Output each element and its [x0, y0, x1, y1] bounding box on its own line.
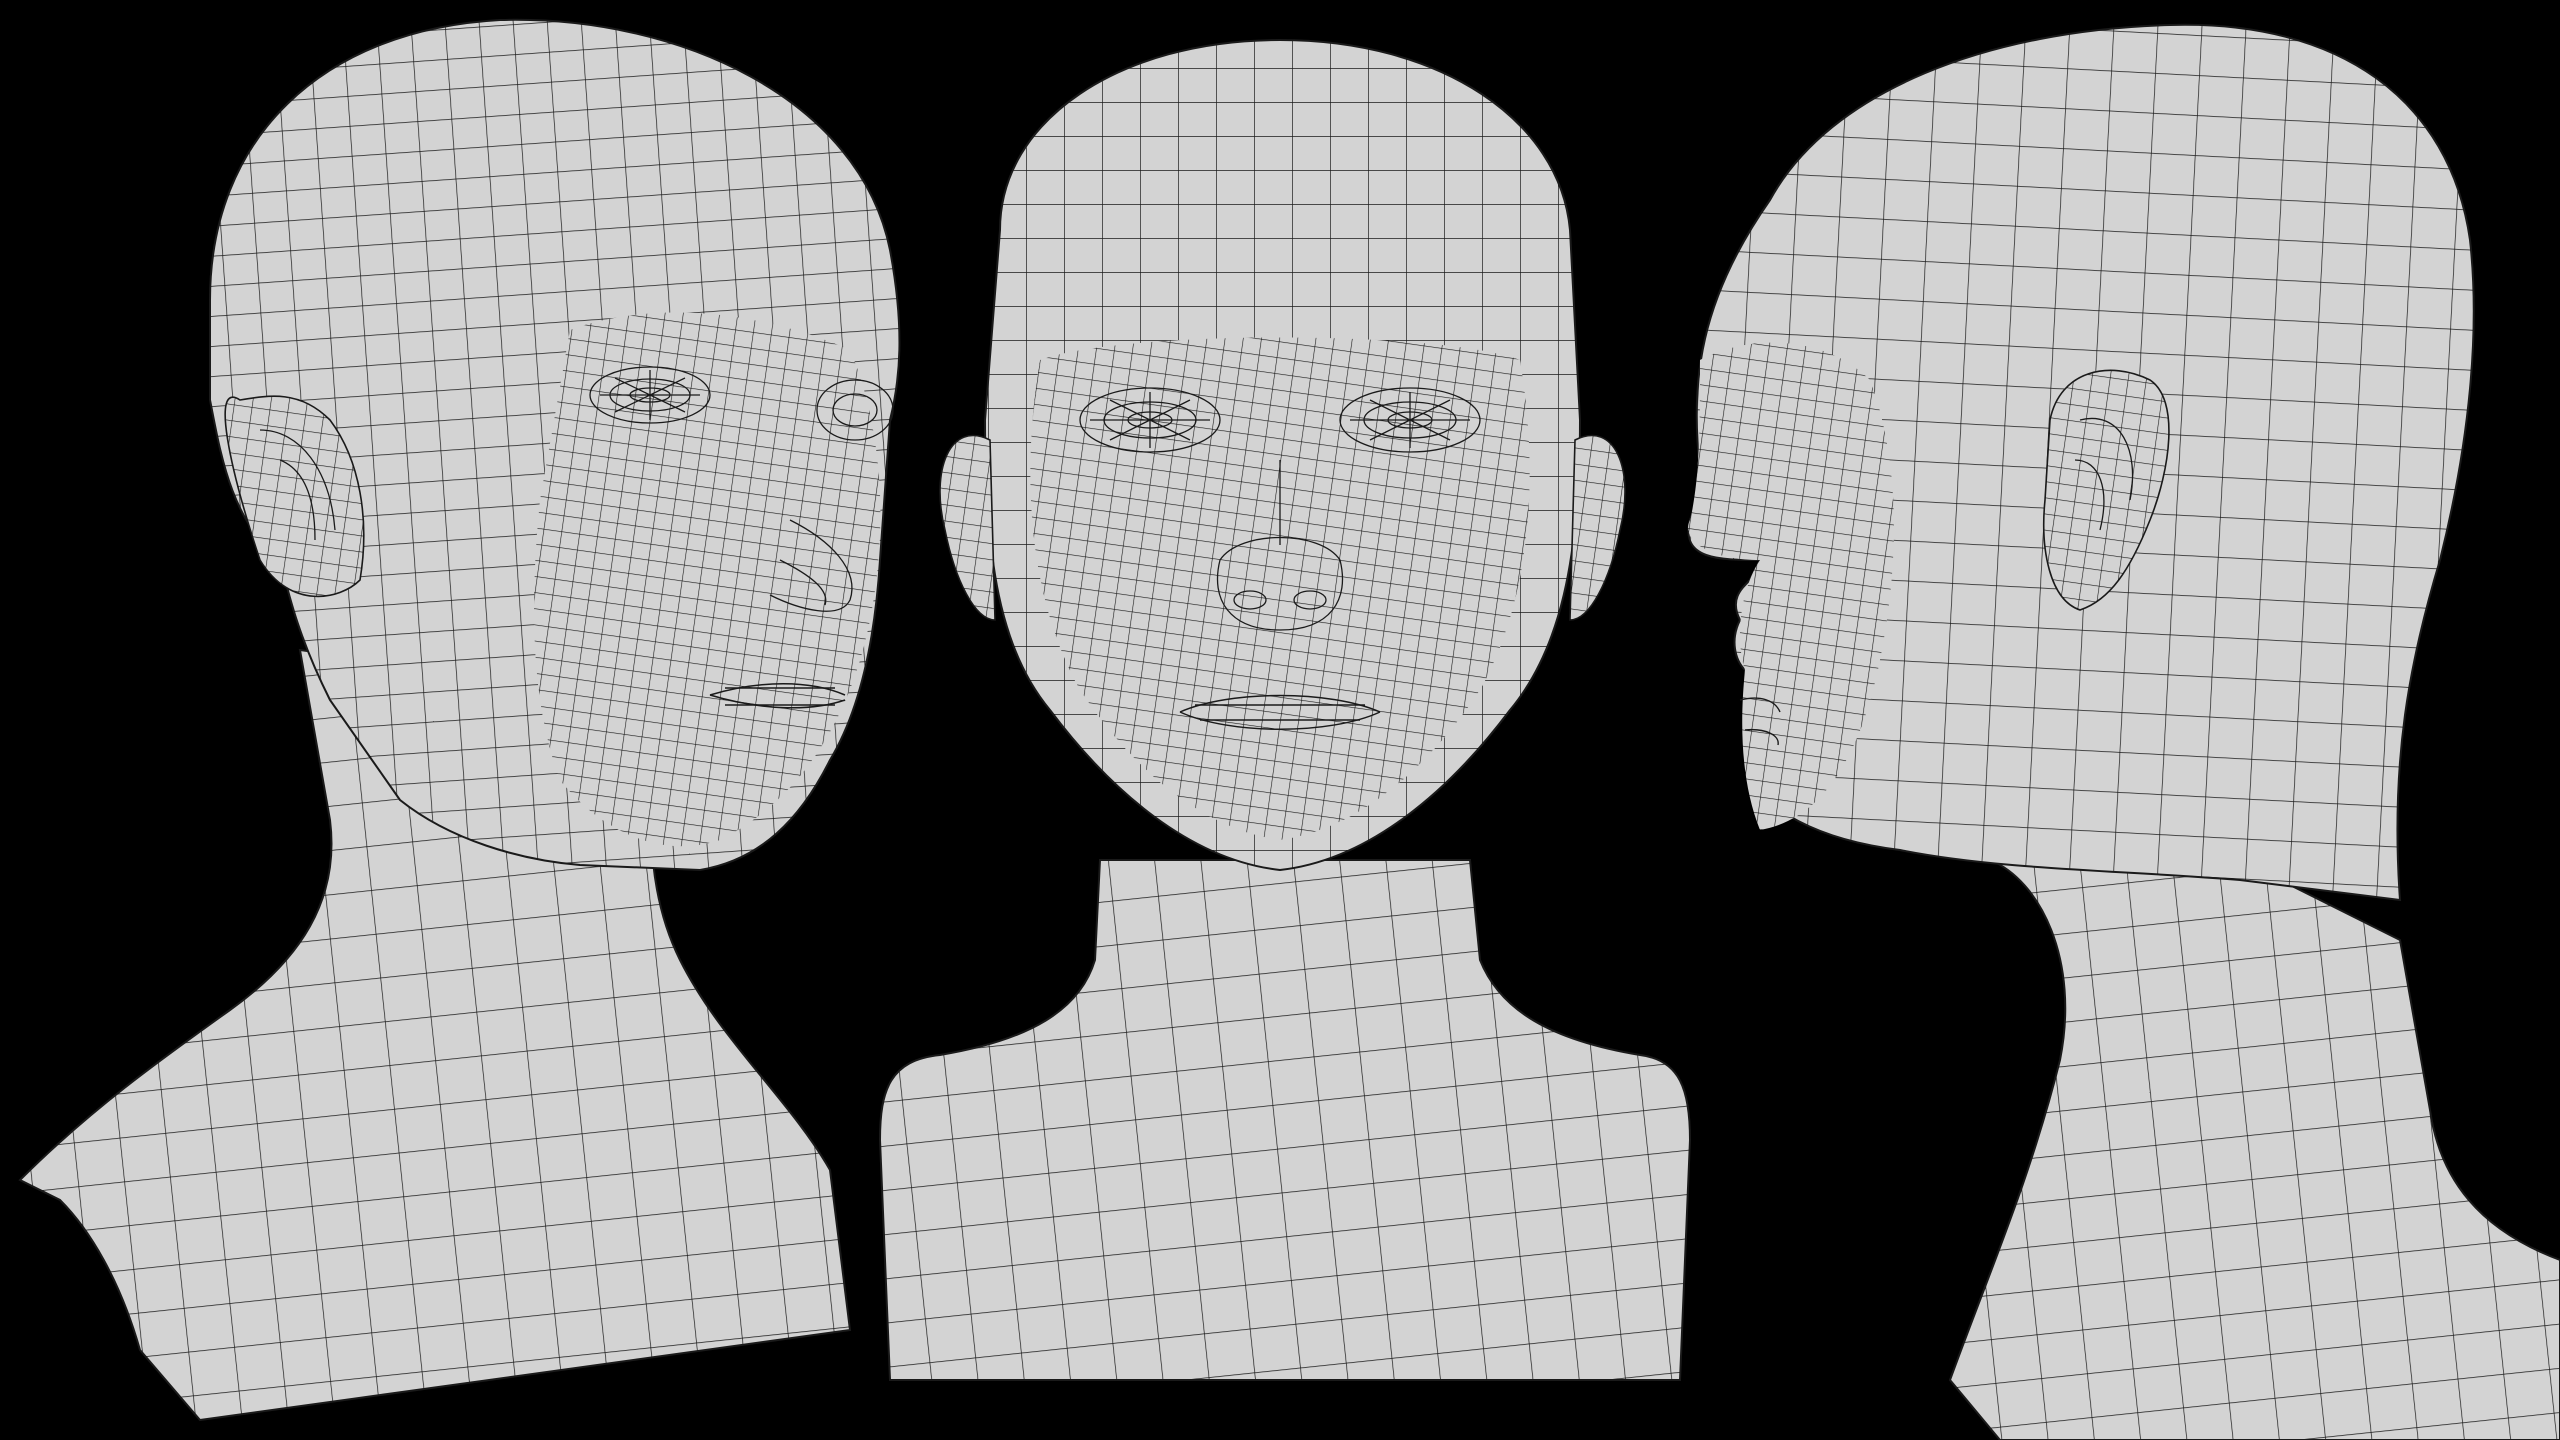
profile-mouth [1739, 697, 1781, 746]
three-quarter-eye-far [816, 379, 894, 441]
front-ear-right [1569, 434, 1626, 621]
three-quarter-view [18, 18, 901, 1422]
three-quarter-ear [224, 395, 365, 598]
three-quarter-eye [589, 366, 711, 424]
profile-face [1688, 342, 1894, 830]
front-shoulders [878, 859, 1692, 1381]
front-eye-left [1079, 387, 1221, 453]
three-quarter-face [534, 312, 881, 847]
front-eye-right [1339, 387, 1481, 453]
three-quarter-nose [769, 519, 853, 612]
front-mouth [1179, 694, 1381, 730]
profile-view [1687, 23, 2560, 1440]
three-quarter-mouth [709, 683, 846, 709]
front-view [878, 38, 1692, 1381]
front-ear-left [939, 434, 996, 621]
profile-neck [1948, 859, 2560, 1440]
profile-ear [2042, 369, 2170, 611]
front-nose [1216, 460, 1344, 631]
front-face [1030, 337, 1530, 840]
